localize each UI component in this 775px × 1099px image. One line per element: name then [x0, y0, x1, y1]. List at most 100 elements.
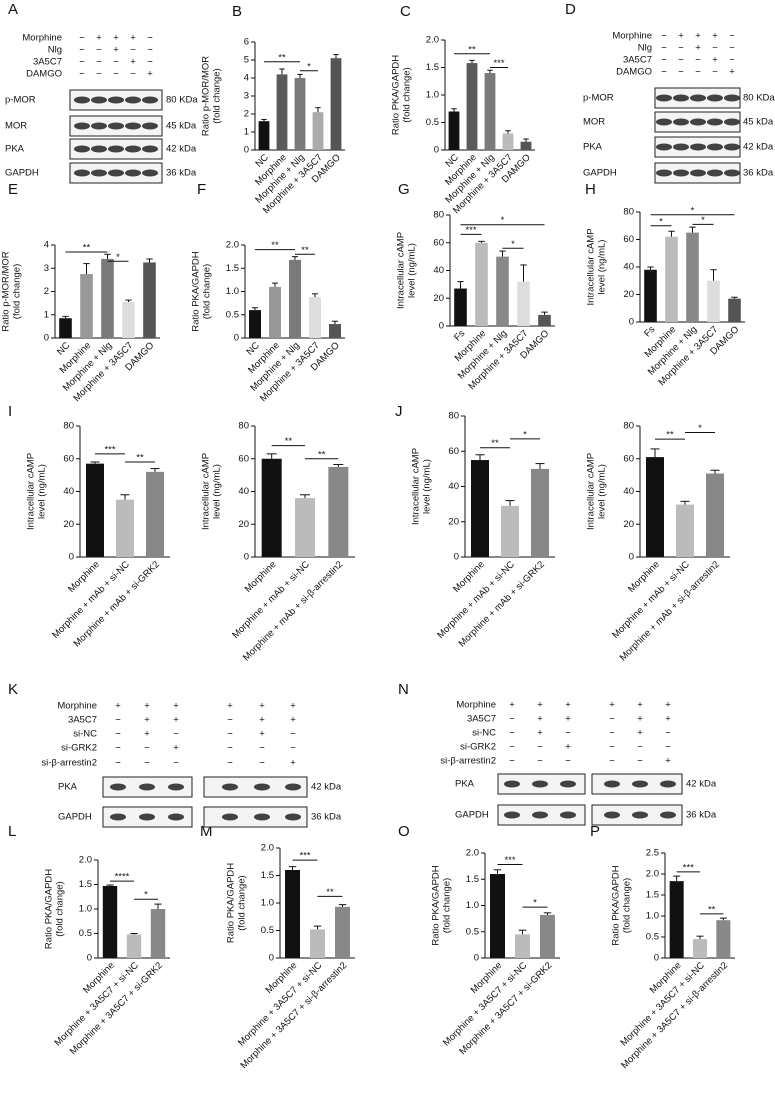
condition-sign: +	[113, 45, 119, 56]
significance-label: **	[491, 438, 499, 449]
y-tick-label: 0	[629, 552, 634, 563]
bar	[496, 256, 509, 326]
y-tick-label: 1.5	[646, 890, 659, 901]
band-size: 42 kDa	[743, 142, 774, 153]
bar	[102, 885, 118, 958]
condition-sign: −	[695, 55, 701, 66]
condition-sign: −	[290, 729, 296, 740]
y-tick-label: 80	[448, 411, 459, 422]
y-tick-label: 0	[474, 953, 479, 964]
y-tick-label: 2	[44, 286, 49, 297]
blot-band	[254, 783, 270, 791]
bar	[276, 74, 288, 150]
condition-sign: −	[115, 729, 121, 740]
y-tick-label: 20	[623, 289, 634, 300]
significance-label: ***	[104, 444, 115, 455]
panel-letter: N	[398, 681, 409, 698]
significance-label: ***	[299, 851, 310, 862]
blot-band	[504, 811, 520, 819]
condition-sign: −	[537, 742, 543, 753]
condition-sign: −	[259, 758, 265, 769]
y-tick-label: 1.5	[226, 263, 239, 274]
bar	[59, 318, 72, 338]
y-tick-label: 80	[623, 421, 634, 432]
bar	[475, 242, 488, 326]
significance-label: **	[666, 430, 674, 441]
condition-sign: +	[173, 743, 179, 754]
blot-band	[656, 169, 672, 177]
y-tick-label: 0.5	[426, 117, 439, 128]
y-axis-label: Ratio PKA/GAPDH	[611, 865, 622, 945]
bar	[466, 63, 478, 150]
condition-sign: −	[227, 715, 233, 726]
significance-label: ***	[504, 855, 515, 866]
y-tick-label: 40	[623, 486, 634, 497]
y-tick-label: 1.5	[426, 62, 439, 73]
condition-sign: −	[144, 758, 150, 769]
significance-label: **	[468, 44, 476, 55]
y-axis-label: (fold change)	[202, 264, 213, 319]
bar	[706, 473, 724, 557]
condition-sign: −	[637, 756, 643, 767]
band-size: 45 kDa	[166, 121, 197, 132]
y-tick-label: 1	[44, 309, 49, 320]
condition-label: si-β-arrestin2	[41, 758, 97, 769]
y-axis-label: (fold change)	[402, 67, 413, 122]
blot-band	[673, 118, 689, 126]
condition-sign: −	[173, 729, 179, 740]
blot-band	[74, 169, 90, 177]
bar	[448, 111, 460, 150]
band-size: 80 KDa	[743, 93, 775, 104]
condition-label: 3A5C7	[68, 715, 97, 726]
condition-sign: +	[130, 33, 136, 44]
significance-label: *	[116, 252, 120, 263]
bar	[146, 471, 164, 557]
condition-sign: −	[712, 67, 718, 78]
band-name: PKA	[58, 782, 78, 793]
y-axis-label: Ratio PKA/GAPDH	[431, 865, 442, 945]
blot-band	[74, 145, 90, 153]
x-tick-label: Morphine + 3A5C7 + si-β-arrestin2	[619, 960, 730, 1071]
significance-label: **	[285, 436, 293, 447]
band-name: GAPDH	[455, 810, 489, 821]
band-name: p-MOR	[583, 93, 614, 104]
blot-band	[724, 169, 740, 177]
bar	[312, 112, 324, 150]
blot-band	[285, 813, 301, 821]
condition-sign: +	[227, 701, 233, 712]
blot-band	[108, 169, 124, 177]
significance-label: **	[326, 887, 334, 898]
condition-sign: −	[144, 743, 150, 754]
y-tick-label: 1	[244, 127, 249, 138]
blot-band	[560, 811, 576, 819]
panel-letter: H	[585, 181, 596, 198]
y-axis-label: Ratio PKA/GAPDH	[44, 869, 55, 949]
blot-band	[673, 143, 689, 151]
bar	[126, 934, 142, 958]
blot-band	[724, 118, 740, 126]
condition-sign: −	[609, 714, 615, 725]
blot-band	[724, 94, 740, 102]
condition-sign: −	[227, 743, 233, 754]
blot-band	[690, 169, 706, 177]
y-tick-label: 40	[238, 486, 249, 497]
y-axis-label: (fold change)	[12, 264, 23, 319]
y-tick-label: 60	[623, 453, 634, 464]
blot-band	[656, 143, 672, 151]
y-tick-label: 0	[629, 317, 634, 328]
bar	[471, 460, 489, 557]
condition-sign: −	[729, 43, 735, 54]
bar	[707, 280, 720, 322]
condition-sign: −	[609, 756, 615, 767]
blot-band	[125, 96, 141, 104]
y-tick-label: 20	[433, 293, 444, 304]
blot-band	[168, 783, 184, 791]
condition-sign: +	[115, 701, 121, 712]
condition-label: DAMGO	[26, 69, 62, 80]
bar	[269, 286, 281, 338]
y-tick-label: 80	[433, 210, 444, 221]
condition-sign: −	[661, 67, 667, 78]
band-size: 36 kDa	[166, 168, 197, 179]
condition-sign: −	[729, 55, 735, 66]
x-tick-label: Fs	[642, 324, 657, 339]
